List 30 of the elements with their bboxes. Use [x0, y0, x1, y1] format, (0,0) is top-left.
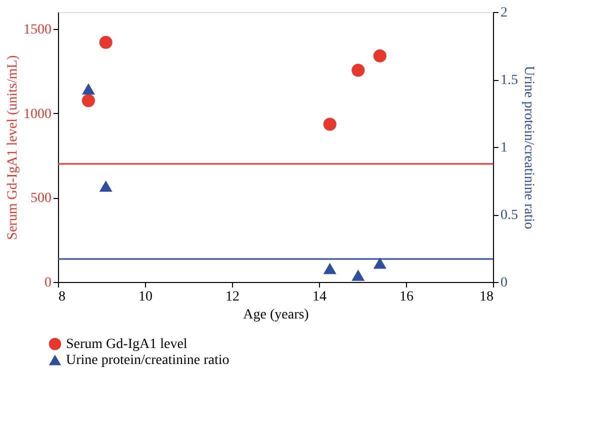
legend-label: Serum Gd-IgA1 level — [66, 337, 188, 352]
x-tick-label: 10 — [138, 290, 152, 304]
x-tick-label: 16 — [400, 290, 414, 304]
y2-tick-label: 1.5 — [500, 73, 518, 88]
y2-tick-label: 0.5 — [500, 208, 518, 223]
y-axis-title: Serum Gd-IgA1 level (units/mL) — [6, 54, 20, 240]
point — [323, 118, 336, 131]
point — [82, 94, 95, 108]
point — [352, 270, 365, 281]
y-tick-label: 1500 — [24, 22, 52, 38]
y2-tick-label: 0 — [500, 276, 508, 290]
y2-tick-label: 2 — [500, 6, 508, 20]
point — [323, 262, 336, 274]
x-tick-label: 14 — [312, 290, 326, 304]
y2-axis-title: Urine protein/creatinine ratio — [521, 66, 536, 230]
point — [352, 64, 365, 77]
point — [373, 49, 386, 62]
point — [99, 180, 112, 192]
y-tick-label: 500 — [30, 191, 52, 206]
x-tick-label: 18 — [480, 290, 494, 304]
point — [373, 257, 386, 269]
point — [99, 36, 112, 49]
legend-label: Urine protein/creatinine ratio — [66, 353, 230, 368]
x-axis-title: Age (years) — [243, 308, 310, 322]
point — [82, 83, 95, 95]
x-tick-label: 12 — [226, 290, 240, 304]
y2-tick-label: 1 — [500, 140, 508, 156]
x-tick-label: 8 — [58, 290, 66, 304]
y-tick-label: 1000 — [24, 106, 52, 122]
y-tick-label: 0 — [44, 276, 52, 290]
